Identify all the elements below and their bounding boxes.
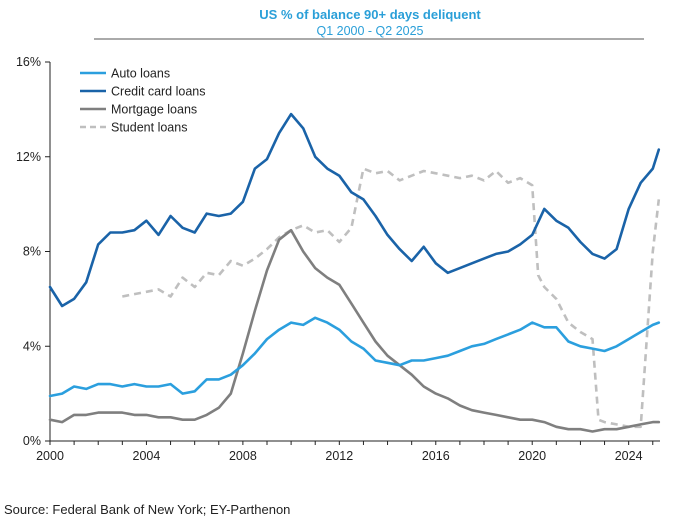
- source-note: Source: Federal Bank of New York; EY-Par…: [4, 502, 291, 517]
- y-tick-label: 12%: [16, 150, 41, 164]
- y-tick-label: 4%: [23, 339, 41, 353]
- legend-label-auto-loans: Auto loans: [111, 67, 170, 81]
- x-tick-label: 2020: [518, 449, 546, 463]
- series-layer: [48, 112, 661, 433]
- x-tick-label: 2000: [36, 449, 64, 463]
- series-line-mortgage-loans: [48, 228, 661, 433]
- x-tick-label: 2012: [325, 449, 353, 463]
- y-tick-label: 0%: [23, 434, 41, 448]
- legend-label-credit-card-loans: Credit card loans: [111, 85, 206, 99]
- y-ticks: 0% 4% 8% 12% 16%: [16, 55, 50, 448]
- series-line-student-loans: [122, 167, 661, 429]
- y-tick-label: 16%: [16, 55, 41, 69]
- x-tick-label: 2008: [229, 449, 257, 463]
- legend: Auto loans Credit card loans Mortgage loan…: [80, 67, 206, 135]
- x-tick-label: 2016: [422, 449, 450, 463]
- x-tick-label: 2024: [615, 449, 643, 463]
- x-ticks: 2000 2004 2008 2012 2016 2020 2024: [36, 441, 654, 463]
- legend-label-mortgage-loans: Mortgage loans: [111, 103, 197, 117]
- chart-title: US % of balance 90+ days deliquent: [259, 7, 481, 22]
- y-tick-label: 8%: [23, 245, 41, 259]
- chart-subtitle: Q1 2000 - Q2 2025: [316, 24, 423, 38]
- legend-label-student-loans: Student loans: [111, 121, 187, 135]
- series-line-credit-card-loans: [48, 112, 661, 308]
- x-tick-label: 2004: [133, 449, 161, 463]
- series-line-auto-loans: [48, 316, 661, 398]
- axes: 0% 4% 8% 12% 16% 2000 2004 2008 2012 2016 2020 202…: [16, 55, 660, 463]
